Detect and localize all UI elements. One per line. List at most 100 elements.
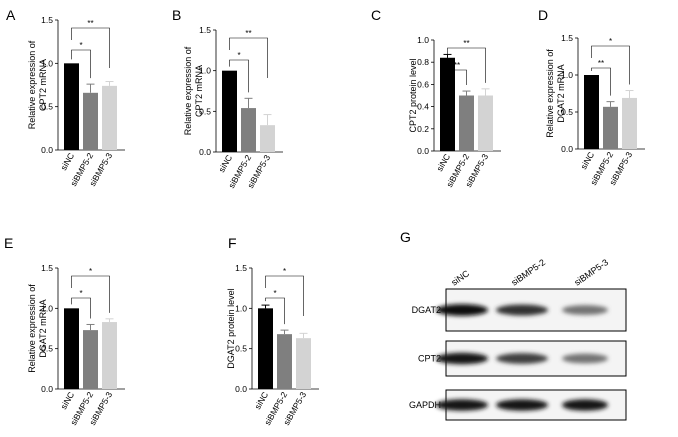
panel-a-sig-bracket [71,27,110,68]
panel-b-y-tick-label: 1.0 [199,66,211,76]
panel-a-y-label-line: Relative expression of [27,40,37,129]
panel-f-y-tick-label: 1.0 [235,303,247,313]
panel-c-bar [459,95,474,151]
panel-a-y-label-line: CPT2 mRNA [38,59,48,111]
panel-b-sig-bracket [229,59,249,93]
panel-b-bar [222,70,237,152]
panel-c-bar [440,57,455,152]
panel-b-sig-label: ** [245,29,251,38]
panel-e-y-tick-label: 1.0 [41,303,53,313]
panel-b-y-tick-label: 0.5 [199,106,211,116]
panel-f-y-label-line: DGAT2 protein level [226,288,236,368]
panel-b-y-tick-label: 0.0 [199,147,211,157]
panel-d-y-label-line: Relative expression of [545,49,555,138]
panel-a-y-tick-label: 0.5 [41,102,53,112]
panel-e-letter: E [4,235,13,251]
panel-a-sig-label: ** [87,19,93,28]
panel-a-y-label: Relative expression ofCPT2 mRNA [27,40,48,129]
panel-e: E 0.0 0.5 1.0 1.5 Relative expression ofDGAT2… [4,235,125,427]
panel-f-bar [258,308,273,389]
panel-c-y-tick-label: 0.2 [417,124,429,134]
panel-d-y-label: Relative expression ofDGAT2 mRNA [545,49,566,138]
panel-b-x-tick-label: siNC [216,153,234,174]
panel-a-letter: A [6,7,16,23]
panel-a-sig-bracket [71,49,91,79]
panel-f-bar [296,338,311,389]
panel-e-bar [64,308,79,389]
panel-c-letter: C [371,7,381,23]
panel-f-bar [277,334,292,389]
panel-d-y-label-line: DGAT2 mRNA [556,64,566,122]
panel-f-sig-label: * [273,289,276,298]
blot-band [496,399,548,411]
blot-band [496,353,548,364]
panel-c-sig-label: ** [454,61,460,70]
panel-b-sig-label: * [237,51,240,60]
panel-d-letter: D [538,7,548,23]
blot-band [562,353,608,364]
blot-row-label: GAPDH [409,400,441,410]
panel-b-y-tick-label: 1.5 [199,25,211,35]
panel-b: B 0.0 0.5 1.0 1.5 Relative expression ofCPT2 … [172,7,283,190]
panel-d-bar [584,75,599,149]
panel-f-sig-bracket [265,297,285,325]
panel-e-y-label: Relative expression ofDGAT2 mRNA [27,284,48,373]
blot-band [562,399,608,411]
panel-d-sig-label: * [609,37,612,46]
panel-c-bar [478,95,493,151]
panel-d-y-tick-label: 0.5 [561,107,573,117]
panel-b-sig-bracket [229,37,268,78]
panel-c-sig-bracket [447,50,467,86]
panel-f-x-tick-label: siNC [252,390,270,411]
panel-d-x-tick-label: siNC [578,150,596,171]
panel-c-y-label-line: CPT2 protein level [408,58,418,132]
panel-d-bar [622,97,637,149]
panel-b-y-label-line: Relative expression of [183,46,193,135]
panel-c-y-tick-label: 0.4 [417,102,429,112]
panel-a-bar [102,85,117,150]
panel-d-sig-label: ** [598,59,604,68]
panel-c-y-tick-label: 0.0 [417,146,429,156]
blot-row-label: DGAT2 [412,305,441,315]
panel-g-letter: G [400,229,411,245]
panel-d-bar [603,106,618,149]
panel-a: A 0.0 0.5 1.0 1.5 Relative expression ofCPT2 … [6,7,125,188]
blot-lane-label: siBMP5-3 [572,257,610,288]
panel-c-y-tick-label: 0.8 [417,57,429,67]
blot-lane-label: siBMP5-2 [509,257,547,288]
panel-e-bar [83,330,98,389]
blot-lane-label: siNC [449,268,471,288]
panel-c-x-tick-label: siNC [434,152,452,173]
panel-d-y-tick-label: 0.0 [561,144,573,154]
panel-a-y-tick-label: 0.0 [41,145,53,155]
panel-b-y-label-line: CPT2 mRNA [194,65,204,117]
panel-c-y-tick-label: 0.6 [417,79,429,89]
panel-e-y-label-line: Relative expression of [27,284,37,373]
panel-c: C 0.0 0.2 0.4 0.6 0.8 1.0 CPT2 protein level siN… [371,7,501,189]
panel-a-y-tick-label: 1.0 [41,58,53,68]
panel-b-bar [260,125,275,152]
blot-band [562,305,608,315]
panel-b-letter: B [172,7,181,23]
panel-d-sig-bracket [591,67,611,96]
panel-e-y-tick-label: 1.5 [41,263,53,273]
panel-a-sig-label: * [79,41,82,50]
panel-c-sig-bracket [447,47,486,83]
blot-band [496,304,548,316]
panel-d: D 0.0 0.5 1.0 1.5 Relative expression ofDGAT2… [538,7,645,187]
panel-e-sig-label: * [79,289,82,298]
panel-f-y-tick-label: 0.5 [235,344,247,354]
panel-c-y-tick-label: 1.0 [417,35,429,45]
panel-f-sig-label: * [283,267,286,276]
panel-a-bar [83,92,98,150]
panel-d-y-tick-label: 1.0 [561,70,573,80]
panel-c-y-label: CPT2 protein level [408,58,418,132]
panel-e-sig-bracket [71,275,110,313]
panel-e-y-tick-label: 0.5 [41,344,53,354]
panel-e-y-tick-label: 0.0 [41,384,53,394]
panel-f-sig-bracket [265,275,304,316]
panel-e-sig-bracket [71,297,91,319]
